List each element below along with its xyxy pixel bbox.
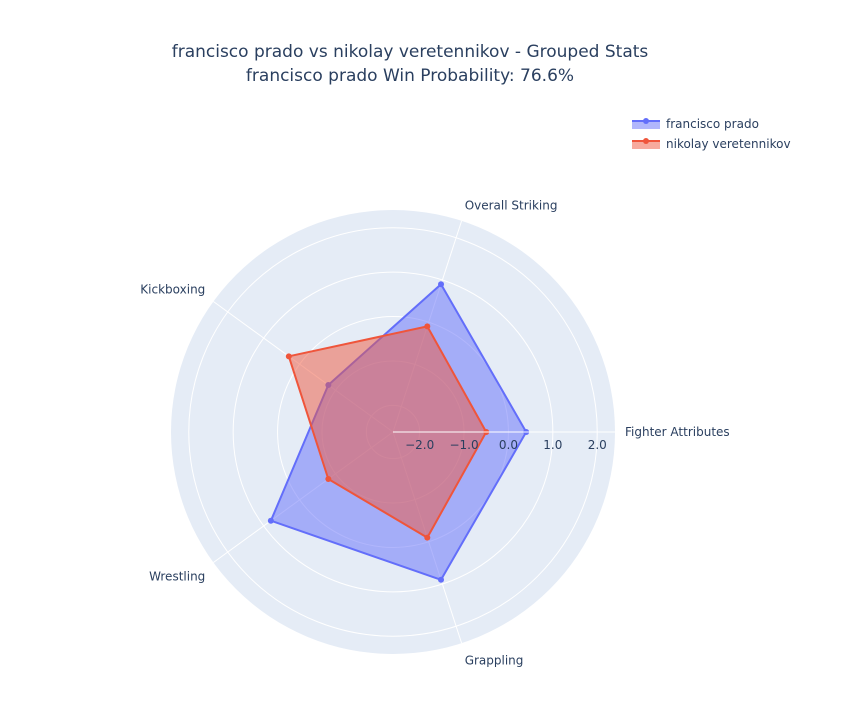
radial-tick-label-4: 1.0 (543, 438, 562, 452)
series-1-point-4 (267, 517, 274, 524)
legend-item-series-2[interactable]: nikolay veretennikov (630, 134, 791, 154)
legend-label-series-1: francisco prado (666, 117, 759, 131)
radial-tick-label-2: −1.0 (449, 438, 478, 452)
legend-swatch-series-2 (632, 138, 660, 149)
chart-title-line1: francisco prado vs nikolay veretennikov … (171, 42, 649, 62)
series-1-point-5 (438, 576, 445, 583)
series-2-point-5 (424, 534, 431, 541)
legend-swatch-series-1 (632, 118, 660, 129)
chart-title-line2: francisco prado Win Probability: 76.6% (245, 66, 575, 86)
angular-axis-label-4: Wrestling (149, 569, 205, 583)
radial-tick-label-1: −2.0 (405, 438, 434, 452)
radial-tick-label-3: 0.0 (499, 438, 518, 452)
series-2-point-3 (285, 353, 292, 360)
angular-axis-label-2: Overall Striking (465, 198, 558, 212)
legend-item-series-1[interactable]: francisco prado (630, 114, 791, 134)
legend: francisco prado nikolay veretennikov (630, 114, 791, 154)
chart-title: francisco prado vs nikolay veretennikov … (0, 40, 820, 88)
series-1-point-2 (438, 281, 445, 288)
series-2-point-4 (325, 475, 332, 482)
angular-axis-label-3: Kickboxing (140, 283, 205, 297)
angular-axis-label-1: Fighter Attributes (625, 425, 730, 439)
series-2-point-2 (424, 323, 431, 330)
radial-tick-label-5: 2.0 (588, 438, 607, 452)
legend-label-series-2: nikolay veretennikov (666, 137, 791, 151)
series-area-2 (287, 325, 488, 539)
angular-axis-label-5: Grappling (465, 654, 524, 668)
